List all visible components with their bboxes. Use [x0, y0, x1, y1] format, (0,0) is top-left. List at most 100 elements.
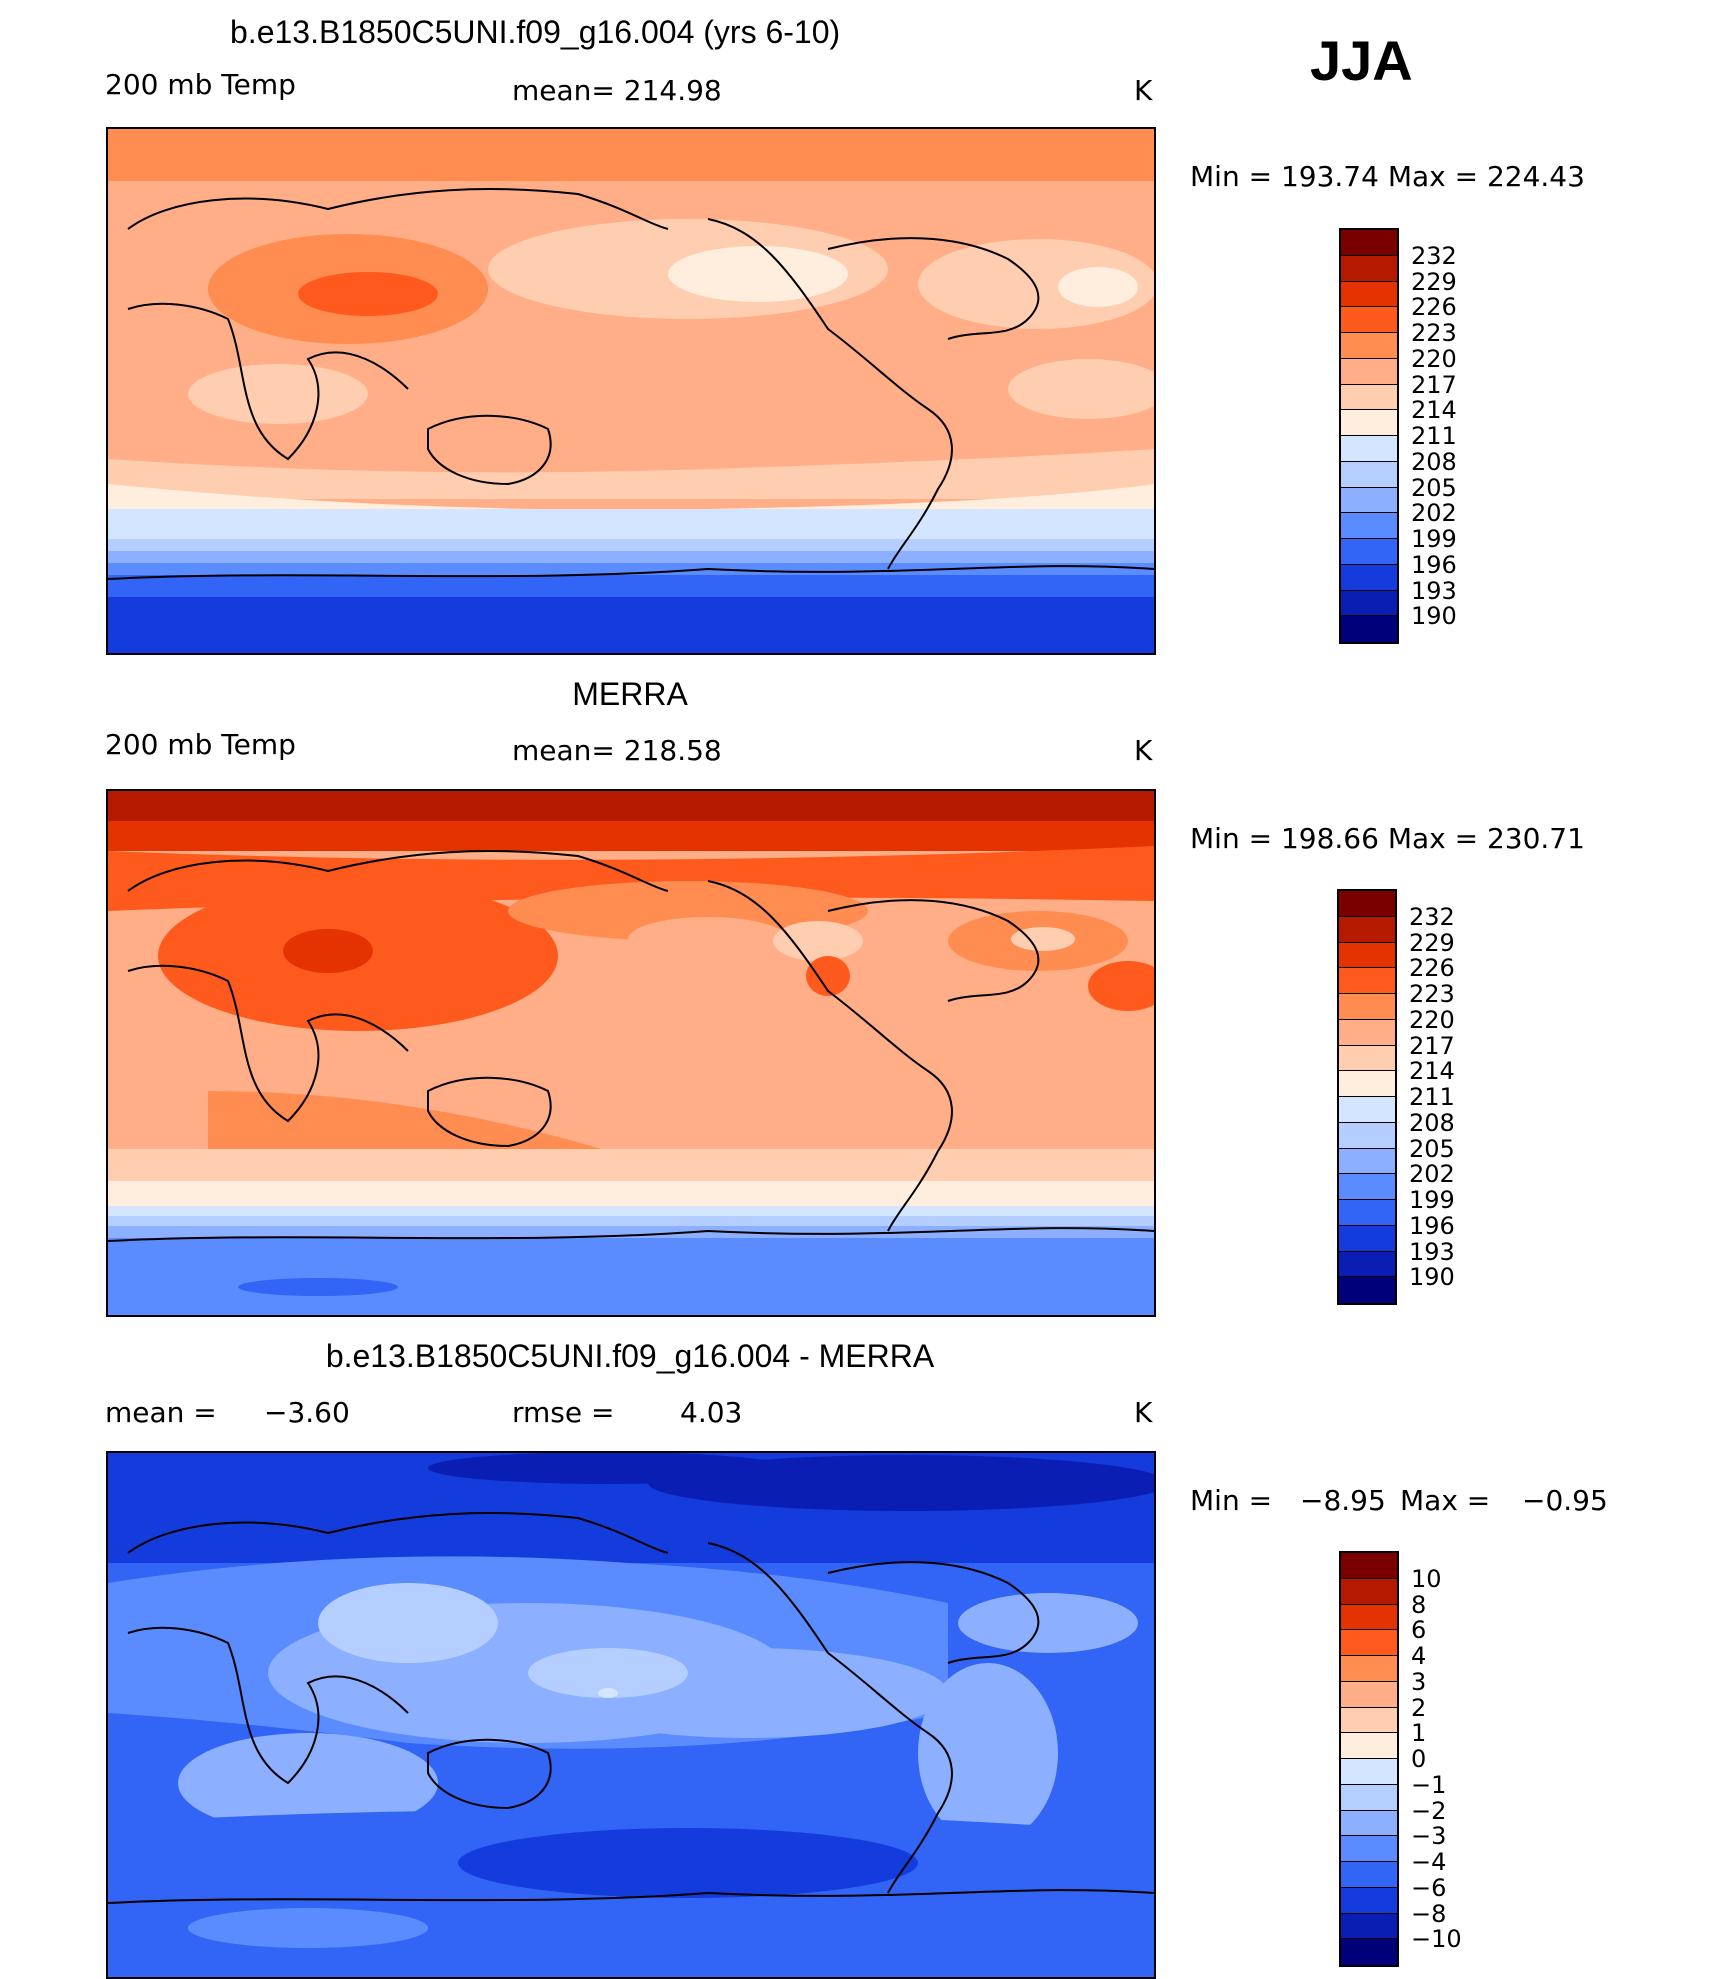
- colorbar-swatch: [1341, 539, 1397, 565]
- colorbar-swatch: [1341, 1553, 1397, 1579]
- panel3-max-value: −0.95: [1522, 1484, 1608, 1517]
- colorbar-swatch: [1341, 307, 1397, 333]
- colorbar-tick-label: 229: [1411, 267, 1457, 296]
- colorbar-swatch: [1339, 1225, 1395, 1252]
- colorbar-swatch: [1341, 230, 1397, 256]
- colorbar-swatch: [1339, 1122, 1395, 1149]
- colorbar-tick-label: 214: [1411, 396, 1457, 425]
- panel2-variable-label: 200 mb Temp: [105, 728, 296, 761]
- panel3-mean-value: −3.60: [264, 1396, 350, 1429]
- colorbar-swatch: [1341, 1707, 1397, 1734]
- colorbar-tick-label: 8: [1411, 1590, 1427, 1619]
- colorbar-tick-label: 205: [1411, 473, 1457, 502]
- colorbar-tick-label: 193: [1411, 576, 1457, 605]
- colorbar-swatch: [1339, 1174, 1395, 1200]
- panel2-map: [106, 789, 1156, 1317]
- colorbar-tick-label: 223: [1409, 980, 1455, 1008]
- panel3-rmse-label: rmse =: [512, 1396, 615, 1429]
- colorbar-swatch: [1339, 1019, 1395, 1046]
- colorbar-swatch: [1339, 994, 1395, 1020]
- panel3-mean-label: mean =: [105, 1396, 217, 1429]
- colorbar-tick-label: 208: [1409, 1108, 1455, 1137]
- colorbar-swatch: [1341, 436, 1397, 462]
- colorbar-tick-label: 4: [1411, 1642, 1427, 1670]
- colorbar-swatch: [1341, 1810, 1397, 1837]
- colorbar-swatch: [1339, 1148, 1395, 1175]
- colorbar-tick-label: 10: [1411, 1564, 1442, 1593]
- colorbar-tick-label: −6: [1411, 1873, 1447, 1902]
- panel1-minmax: Min = 193.74 Max = 224.43: [1190, 160, 1585, 193]
- panel2-minmax: Min = 198.66 Max = 230.71: [1190, 822, 1585, 855]
- colorbar-swatch: [1341, 461, 1397, 488]
- panel1-colorbar: [1339, 228, 1399, 644]
- colorbar-tick-label: 232: [1409, 902, 1455, 931]
- colorbar-swatch: [1341, 1913, 1397, 1940]
- colorbar-swatch: [1341, 358, 1397, 385]
- colorbar-swatch: [1341, 487, 1397, 514]
- colorbar-tick-label: 199: [1409, 1186, 1455, 1214]
- colorbar-tick-label: 217: [1411, 370, 1457, 399]
- colorbar-swatch: [1341, 1836, 1397, 1862]
- colorbar-swatch: [1341, 564, 1397, 591]
- panel1-mean-label: mean= 214.98: [512, 74, 722, 107]
- colorbar-swatch: [1339, 1097, 1395, 1123]
- colorbar-tick-label: 190: [1409, 1263, 1455, 1292]
- colorbar-tick-label: 226: [1409, 954, 1455, 983]
- colorbar-swatch: [1341, 513, 1397, 539]
- colorbar-tick-label: −1: [1411, 1770, 1447, 1799]
- panel2-title: MERRA: [572, 676, 688, 712]
- colorbar-tick-label: 226: [1411, 293, 1457, 322]
- colorbar-swatch: [1341, 333, 1397, 359]
- season-label: JJA: [1310, 29, 1413, 92]
- colorbar-swatch: [1341, 1656, 1397, 1682]
- colorbar-swatch: [1341, 1784, 1397, 1811]
- colorbar-tick-label: −10: [1411, 1925, 1462, 1954]
- colorbar-swatch: [1339, 1277, 1395, 1303]
- colorbar-swatch: [1341, 1681, 1397, 1708]
- panel3-map: [106, 1451, 1156, 1979]
- colorbar-tick-label: 199: [1411, 525, 1457, 553]
- panel1-map: [106, 127, 1156, 655]
- colorbar-swatch: [1339, 1045, 1395, 1072]
- panel3-title: b.e13.B1850C5UNI.f09_g16.004 - MERRA: [325, 1338, 935, 1374]
- panel1-title: b.e13.B1850C5UNI.f09_g16.004 (yrs 6-10): [230, 14, 841, 50]
- panel1-variable-label: 200 mb Temp: [105, 68, 296, 101]
- colorbar-swatch: [1341, 410, 1397, 436]
- colorbar-swatch: [1341, 384, 1397, 411]
- colorbar-swatch: [1341, 590, 1397, 617]
- colorbar-swatch: [1341, 1578, 1397, 1605]
- colorbar-swatch: [1339, 942, 1395, 969]
- colorbar-swatch: [1341, 281, 1397, 308]
- colorbar-swatch: [1339, 1251, 1395, 1278]
- panel3-min-label: Min =: [1190, 1484, 1273, 1517]
- colorbar-swatch: [1341, 616, 1397, 642]
- panel2-colorbar: [1337, 889, 1397, 1305]
- colorbar-tick-label: 232: [1411, 241, 1457, 270]
- panel1-units: K: [1134, 74, 1153, 107]
- colorbar-tick-label: 3: [1411, 1667, 1427, 1696]
- colorbar-tick-label: 229: [1409, 928, 1455, 957]
- colorbar-swatch: [1341, 255, 1397, 282]
- colorbar-swatch: [1341, 1630, 1397, 1656]
- colorbar-tick-label: 217: [1409, 1031, 1455, 1060]
- colorbar-swatch: [1339, 1200, 1395, 1226]
- colorbar-swatch: [1341, 1604, 1397, 1631]
- colorbar-tick-label: 6: [1411, 1616, 1427, 1645]
- colorbar-swatch: [1341, 1862, 1397, 1888]
- colorbar-tick-label: 202: [1409, 1160, 1455, 1189]
- colorbar-tick-label: 2: [1411, 1693, 1427, 1722]
- colorbar-tick-label: 214: [1409, 1057, 1455, 1086]
- colorbar-swatch: [1339, 916, 1395, 943]
- colorbar-tick-label: −8: [1411, 1899, 1447, 1928]
- panel2-mean-label: mean= 218.58: [512, 734, 722, 767]
- colorbar-tick-label: 190: [1411, 602, 1457, 631]
- colorbar-tick-label: 196: [1411, 550, 1457, 579]
- colorbar-tick-label: 0: [1411, 1745, 1427, 1773]
- colorbar-tick-label: 1: [1411, 1719, 1427, 1748]
- panel3-min-value: −8.95: [1300, 1484, 1386, 1517]
- panel3-max-label: Max =: [1400, 1484, 1491, 1517]
- colorbar-tick-label: 211: [1409, 1083, 1455, 1111]
- colorbar-tick-label: 220: [1411, 344, 1457, 373]
- colorbar-tick-label: 205: [1409, 1134, 1455, 1163]
- colorbar-swatch: [1341, 1939, 1397, 1965]
